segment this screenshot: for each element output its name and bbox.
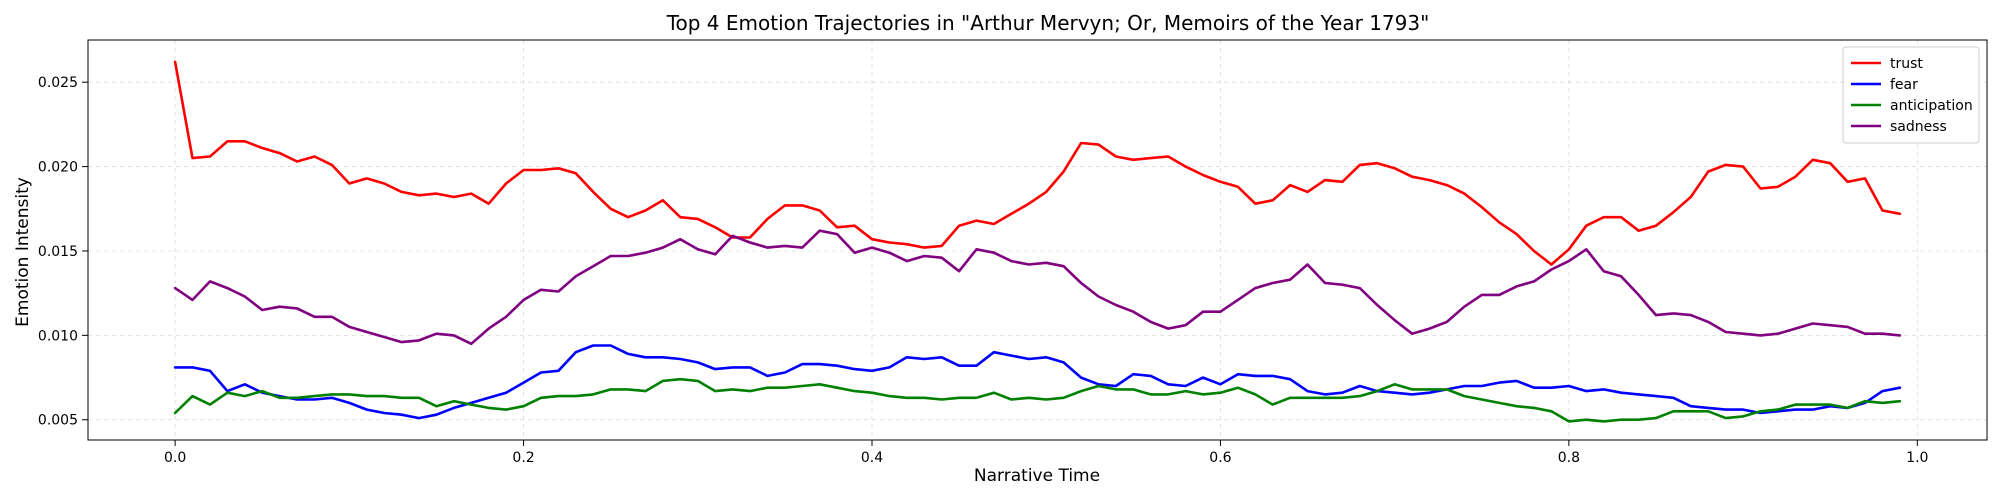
series-line-trust	[173, 60, 1902, 266]
legend-box	[1842, 46, 1980, 144]
x-tick-label: 1.0	[1906, 450, 1928, 466]
series-line-fear	[173, 344, 1902, 420]
y-axis-label: Emotion Intensity	[13, 177, 33, 327]
x-tick-label: 0.0	[164, 450, 186, 466]
y-tick-label: 0.020	[38, 160, 78, 176]
legend: trust fear anticipation sadness	[1842, 46, 1980, 144]
y-axis-ticks: 0.005 0.010 0.015 0.020 0.025	[38, 75, 88, 429]
legend-label-anticipation: anticipation	[1890, 98, 1973, 114]
grid-lines	[88, 40, 1987, 440]
series-line-sadness	[173, 229, 1902, 346]
x-tick-label: 0.8	[1558, 450, 1580, 466]
x-tick-label: 0.6	[1209, 450, 1231, 466]
y-tick-label: 0.005	[38, 413, 78, 429]
x-tick-label: 0.4	[861, 450, 883, 466]
legend-label-sadness: sadness	[1890, 119, 1947, 135]
x-tick-label: 0.2	[512, 450, 534, 466]
x-axis-ticks: 0.0 0.2 0.4 0.6 0.8 1.0	[164, 440, 1928, 466]
plot-frame	[87, 39, 1988, 441]
x-axis-label: Narrative Time	[974, 466, 1100, 486]
legend-label-trust: trust	[1890, 56, 1923, 72]
series-line-anticipation	[173, 377, 1902, 423]
legend-label-fear: fear	[1890, 77, 1918, 93]
y-tick-label: 0.025	[38, 75, 78, 91]
y-tick-label: 0.015	[38, 244, 78, 260]
y-tick-label: 0.010	[38, 328, 78, 344]
series-lines	[173, 60, 1902, 423]
chart-title: Top 4 Emotion Trajectories in "Arthur Me…	[666, 11, 1430, 35]
